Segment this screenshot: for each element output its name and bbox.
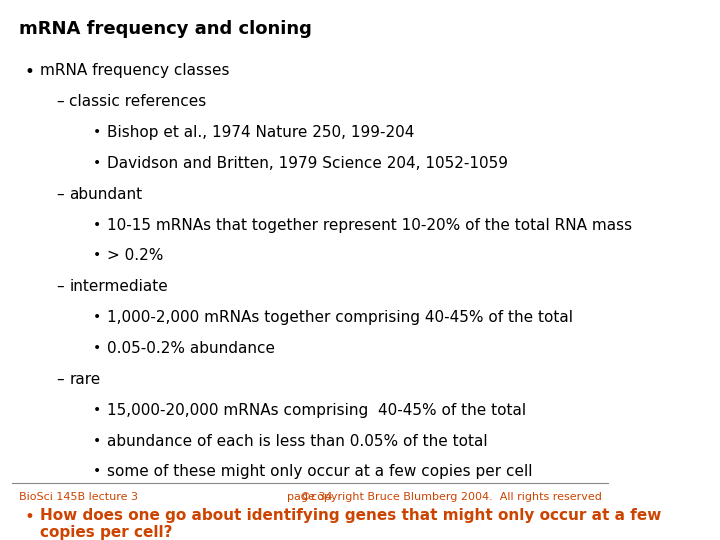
- Text: abundance of each is less than 0.05% of the total: abundance of each is less than 0.05% of …: [107, 434, 487, 449]
- Text: •: •: [93, 464, 102, 478]
- Text: •: •: [93, 434, 102, 448]
- Text: –: –: [56, 94, 63, 109]
- Text: •: •: [93, 248, 102, 262]
- Text: rare: rare: [69, 372, 101, 387]
- Text: •: •: [93, 125, 102, 139]
- Text: mRNA frequency classes: mRNA frequency classes: [40, 63, 230, 78]
- Text: Bishop et al., 1974 Nature 250, 199-204: Bishop et al., 1974 Nature 250, 199-204: [107, 125, 414, 140]
- Text: –: –: [56, 372, 63, 387]
- Text: BioSci 145B lecture 3: BioSci 145B lecture 3: [19, 492, 138, 502]
- Text: •: •: [93, 403, 102, 417]
- Text: intermediate: intermediate: [69, 279, 168, 294]
- Text: Davidson and Britten, 1979 Science 204, 1052-1059: Davidson and Britten, 1979 Science 204, …: [107, 156, 508, 171]
- Text: > 0.2%: > 0.2%: [107, 248, 163, 264]
- Text: 10-15 mRNAs that together represent 10-20% of the total RNA mass: 10-15 mRNAs that together represent 10-2…: [107, 218, 632, 233]
- Text: 1,000-2,000 mRNAs together comprising 40-45% of the total: 1,000-2,000 mRNAs together comprising 40…: [107, 310, 572, 325]
- Text: some of these might only occur at a few copies per cell: some of these might only occur at a few …: [107, 464, 532, 480]
- Text: –: –: [56, 279, 63, 294]
- Text: classic references: classic references: [69, 94, 207, 109]
- Text: page 34: page 34: [287, 492, 333, 502]
- Text: •: •: [24, 63, 35, 81]
- Text: •: •: [93, 341, 102, 355]
- Text: mRNA frequency and cloning: mRNA frequency and cloning: [19, 20, 312, 38]
- Text: abundant: abundant: [69, 187, 143, 202]
- Text: How does one go about identifying genes that might only occur at a few
copies pe: How does one go about identifying genes …: [40, 508, 662, 540]
- Text: •: •: [24, 508, 35, 526]
- Text: 0.05-0.2% abundance: 0.05-0.2% abundance: [107, 341, 275, 356]
- Text: –: –: [56, 187, 63, 202]
- Text: •: •: [93, 310, 102, 324]
- Text: •: •: [93, 218, 102, 232]
- Text: 15,000-20,000 mRNAs comprising  40-45% of the total: 15,000-20,000 mRNAs comprising 40-45% of…: [107, 403, 526, 418]
- Text: ©copyright Bruce Blumberg 2004.  All rights reserved: ©copyright Bruce Blumberg 2004. All righ…: [300, 492, 602, 502]
- Text: •: •: [93, 156, 102, 170]
